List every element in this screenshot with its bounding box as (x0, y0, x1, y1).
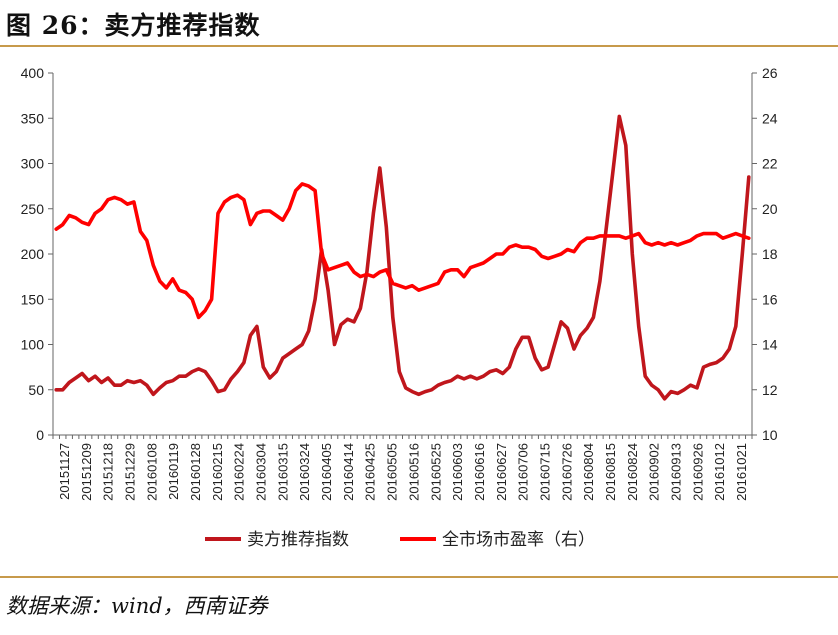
y-left-tick-label: 350 (21, 110, 45, 126)
x-tick-label: 20160505 (385, 443, 400, 501)
y-right-tick-label: 24 (762, 110, 778, 126)
y-left-tick-label: 200 (21, 246, 45, 262)
x-tick-label: 20160304 (254, 443, 269, 501)
y-right-tick-label: 22 (762, 156, 778, 172)
x-tick-label: 20151127 (57, 443, 72, 500)
y-right-tick-label: 20 (762, 201, 778, 217)
chart-series (54, 114, 751, 401)
y-right-tick-label: 26 (762, 65, 778, 81)
data-source: 数据来源：wind，西南证券 (6, 594, 268, 618)
x-tick-label: 20160516 (406, 443, 421, 501)
y-left-tick-label: 400 (21, 65, 45, 81)
title-divider (0, 45, 838, 47)
x-tick-label: 20160603 (450, 443, 465, 501)
chart: 0 50 100 150 200 250 300 350 400 10 12 14 16 18 20 22 24… (21, 65, 778, 550)
x-tick-label: 20160715 (537, 443, 552, 501)
y-right-tick-label: 18 (762, 246, 778, 262)
y-left-tick-label: 250 (21, 201, 45, 217)
x-tick-label: 20151229 (122, 443, 137, 501)
y-left-tick-label: 150 (21, 291, 45, 307)
y-left-tick-label: 100 (21, 337, 45, 353)
x-tick-label: 20160616 (472, 443, 487, 501)
x-tick-label: 20160108 (144, 443, 159, 501)
x-tick-label: 20151218 (101, 443, 116, 501)
y-left-tick-label: 50 (28, 382, 44, 398)
chart-legend: 卖方推荐指数 全市场市盈率（右） (205, 530, 595, 550)
x-tick-label: 20160414 (341, 443, 356, 501)
x-tick-label: 20160324 (297, 443, 312, 501)
legend-label-2: 全市场市盈率（右） (442, 530, 595, 550)
legend-label-1: 卖方推荐指数 (247, 530, 349, 550)
x-tick-label: 20161012 (712, 443, 727, 501)
y-right-tick-label: 10 (762, 427, 778, 443)
x-tick-label: 20161021 (734, 443, 749, 501)
x-tick-label: 20160525 (428, 443, 443, 501)
x-tick-label: 20160627 (494, 443, 509, 501)
x-tick-label: 20160706 (516, 443, 531, 501)
chart-axes: 0 50 100 150 200 250 300 350 400 10 12 14 16 18 20 22 24… (21, 65, 778, 501)
series-line-1 (54, 114, 751, 401)
figure-title: 图 26：卖方推荐指数 (6, 11, 261, 40)
y-right-tick-label: 12 (762, 382, 778, 398)
x-tick-label: 20160824 (625, 443, 640, 501)
x-tick-label: 20160224 (232, 443, 247, 501)
y-right-tick-label: 14 (762, 337, 778, 353)
x-tick-label: 20160215 (210, 443, 225, 501)
x-tick-label: 20160425 (363, 443, 378, 501)
x-tick-label: 20160902 (647, 443, 662, 501)
x-tick-label: 20160405 (319, 443, 334, 501)
x-tick-label: 20160315 (275, 443, 290, 501)
x-tick-label: 20160913 (669, 443, 684, 501)
x-tick-label: 20160804 (581, 443, 596, 501)
y-right-tick-label: 16 (762, 291, 778, 307)
x-tick-label: 20151209 (79, 443, 94, 501)
y-left-tick-label: 0 (36, 427, 44, 443)
footer-divider (0, 576, 838, 578)
x-tick-label: 20160815 (603, 443, 618, 501)
x-tick-label: 20160926 (690, 443, 705, 501)
series-line-2 (54, 182, 751, 320)
x-tick-label: 20160128 (188, 443, 203, 501)
y-left-tick-label: 300 (21, 156, 45, 172)
x-tick-label: 20160726 (559, 443, 574, 501)
x-tick-label: 20160119 (166, 443, 181, 500)
